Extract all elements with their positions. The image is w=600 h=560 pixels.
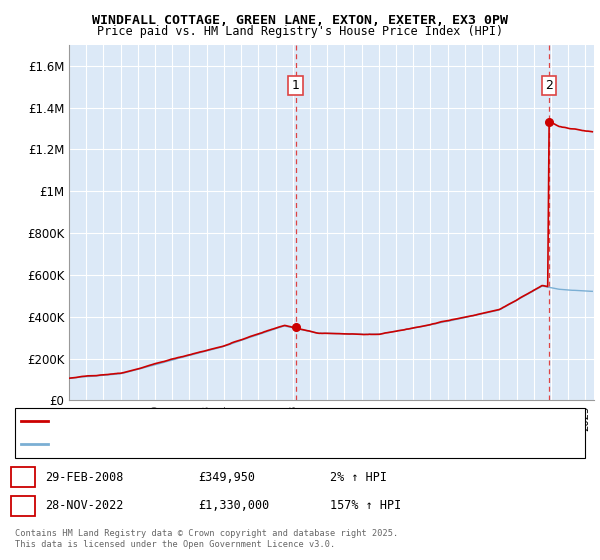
Text: WINDFALL COTTAGE, GREEN LANE, EXTON, EXETER, EX3 0PW (detached house): WINDFALL COTTAGE, GREEN LANE, EXTON, EXE… <box>54 416 468 426</box>
Text: 29-FEB-2008: 29-FEB-2008 <box>45 470 124 484</box>
Text: Contains HM Land Registry data © Crown copyright and database right 2025.
This d: Contains HM Land Registry data © Crown c… <box>15 529 398 549</box>
Text: 1: 1 <box>292 79 299 92</box>
Text: 2% ↑ HPI: 2% ↑ HPI <box>330 470 387 484</box>
Text: 2: 2 <box>545 79 553 92</box>
Text: HPI: Average price, detached house, East Devon: HPI: Average price, detached house, East… <box>54 438 330 449</box>
Text: WINDFALL COTTAGE, GREEN LANE, EXTON, EXETER, EX3 0PW: WINDFALL COTTAGE, GREEN LANE, EXTON, EXE… <box>92 14 508 27</box>
Text: £349,950: £349,950 <box>198 470 255 484</box>
Text: 28-NOV-2022: 28-NOV-2022 <box>45 499 124 512</box>
Text: 2: 2 <box>19 499 26 512</box>
Text: 1: 1 <box>19 470 26 484</box>
Text: £1,330,000: £1,330,000 <box>198 499 269 512</box>
Text: Price paid vs. HM Land Registry's House Price Index (HPI): Price paid vs. HM Land Registry's House … <box>97 25 503 38</box>
Text: 157% ↑ HPI: 157% ↑ HPI <box>330 499 401 512</box>
